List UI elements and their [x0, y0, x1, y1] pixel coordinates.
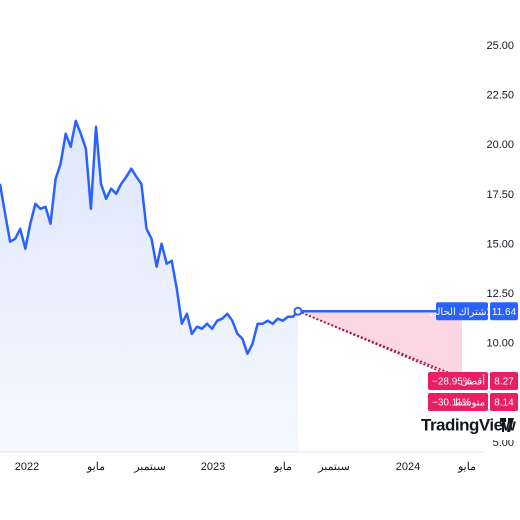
x-tick-label: مايو: [86, 461, 105, 473]
x-tick-label: 2024: [396, 461, 420, 473]
y-tick-label: 10.00: [486, 338, 514, 350]
forecast-change: −30.11%: [432, 398, 471, 409]
x-tick-label: سبتمبر: [133, 461, 166, 473]
forecast-value-label: 8.14: [494, 398, 514, 409]
y-tick-label: 12.50: [486, 288, 514, 300]
x-tick-label: مايو: [457, 461, 476, 473]
x-tick-label: مايو: [273, 461, 292, 473]
area-fill: [0, 120, 298, 453]
y-tick-label: 15.00: [486, 238, 514, 250]
forecast-value-box: [490, 393, 518, 411]
y-tick-label: 25.00: [486, 40, 514, 52]
forecast-value-box: [490, 372, 518, 390]
forecast-name: متوسط: [454, 398, 485, 409]
forecast-name-box: [428, 372, 488, 390]
forecast-name: أقصى: [460, 375, 485, 388]
current-value-label: 11.64: [492, 307, 517, 318]
watermark: TradingView: [421, 415, 517, 434]
x-tick-label: 2023: [201, 461, 225, 473]
y-tick-label: 22.50: [486, 90, 514, 102]
y-tick-label: 20.00: [486, 139, 514, 151]
forecast-change: −28.95%: [432, 377, 472, 388]
watermark-logo: [500, 418, 514, 432]
x-tick-label: سبتمبر: [317, 461, 350, 473]
forecast-line: [297, 310, 463, 382]
y-tick-label: 17.50: [486, 189, 514, 201]
current-name: الاشتراك الحالي: [429, 307, 495, 318]
current-value-box: [490, 302, 518, 321]
x-tick-label: 2022: [15, 461, 39, 473]
forecast-name-box: [428, 393, 488, 411]
current-name-box: [436, 302, 488, 321]
forecast-value-label: 8.27: [494, 377, 514, 388]
current-point: [293, 306, 303, 316]
price-line: [0, 119, 299, 355]
